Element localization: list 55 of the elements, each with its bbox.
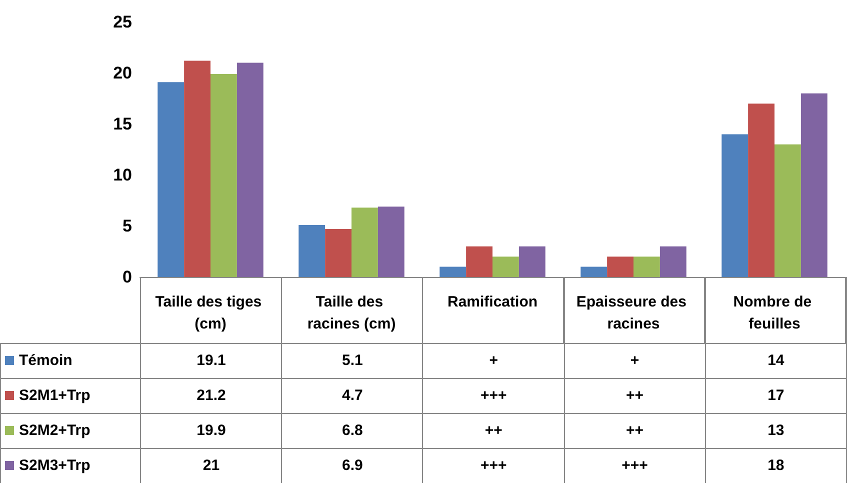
bar [440, 266, 466, 277]
data-label: + [422, 343, 564, 378]
x-tick-label: Epaisseure des racines [576, 294, 691, 332]
bar [325, 229, 352, 277]
bar [378, 206, 404, 277]
data-label: 14 [705, 343, 846, 378]
data-label: ++ [564, 413, 706, 448]
y-tick-label: 5 [122, 216, 132, 236]
bar [800, 93, 828, 277]
data-label: ++ [422, 413, 564, 448]
bar [722, 134, 748, 277]
data-label: 19.9 [140, 413, 282, 448]
x-tick-label: Taille des tiges (cm) [155, 294, 266, 332]
x-tick-label: Nombre de feuilles [733, 294, 816, 332]
y-tick-label: 15 [113, 114, 132, 134]
bar [352, 208, 378, 277]
data-label: 21.2 [140, 378, 282, 413]
bar [580, 266, 608, 277]
bar [774, 144, 801, 277]
data-label: 5.1 [282, 343, 423, 378]
bar [660, 246, 686, 277]
bar [210, 74, 237, 277]
data-label: 19.1 [140, 343, 282, 378]
bar [607, 256, 634, 277]
y-tick-label: 25 [113, 12, 132, 32]
bar [634, 256, 660, 277]
data-label: ++ [564, 378, 706, 413]
x-tick-label: Ramification [447, 294, 538, 310]
y-tick-label: 20 [113, 64, 132, 82]
bar [492, 256, 519, 277]
data-label: 4.7 [282, 378, 423, 413]
y-tick-label: 0 [122, 268, 132, 286]
legend-label: Témoin [0, 343, 141, 378]
data-label: 21 [140, 448, 282, 483]
bar [184, 60, 210, 277]
data-label: 6.9 [282, 448, 423, 483]
x-tick-label: Taille des racines (cm) [307, 294, 396, 332]
data-label: 6.8 [282, 413, 423, 448]
bar [518, 246, 546, 277]
data-label: 18 [705, 448, 846, 483]
y-tick-label: 10 [113, 166, 132, 184]
bar [236, 62, 264, 277]
data-label: +++ [564, 448, 706, 483]
bar [748, 104, 774, 277]
legend-label: S2M2+Trp [0, 413, 141, 448]
data-label: +++ [422, 448, 564, 483]
bar [158, 82, 184, 277]
legend-label: S2M1+Trp [0, 378, 141, 413]
data-label: 17 [705, 378, 846, 413]
data-label: + [564, 343, 706, 378]
bar [298, 224, 326, 277]
bar [466, 246, 492, 277]
data-label: 13 [705, 413, 846, 448]
legend-label: S2M3+Trp [0, 448, 141, 483]
data-label: +++ [422, 378, 564, 413]
